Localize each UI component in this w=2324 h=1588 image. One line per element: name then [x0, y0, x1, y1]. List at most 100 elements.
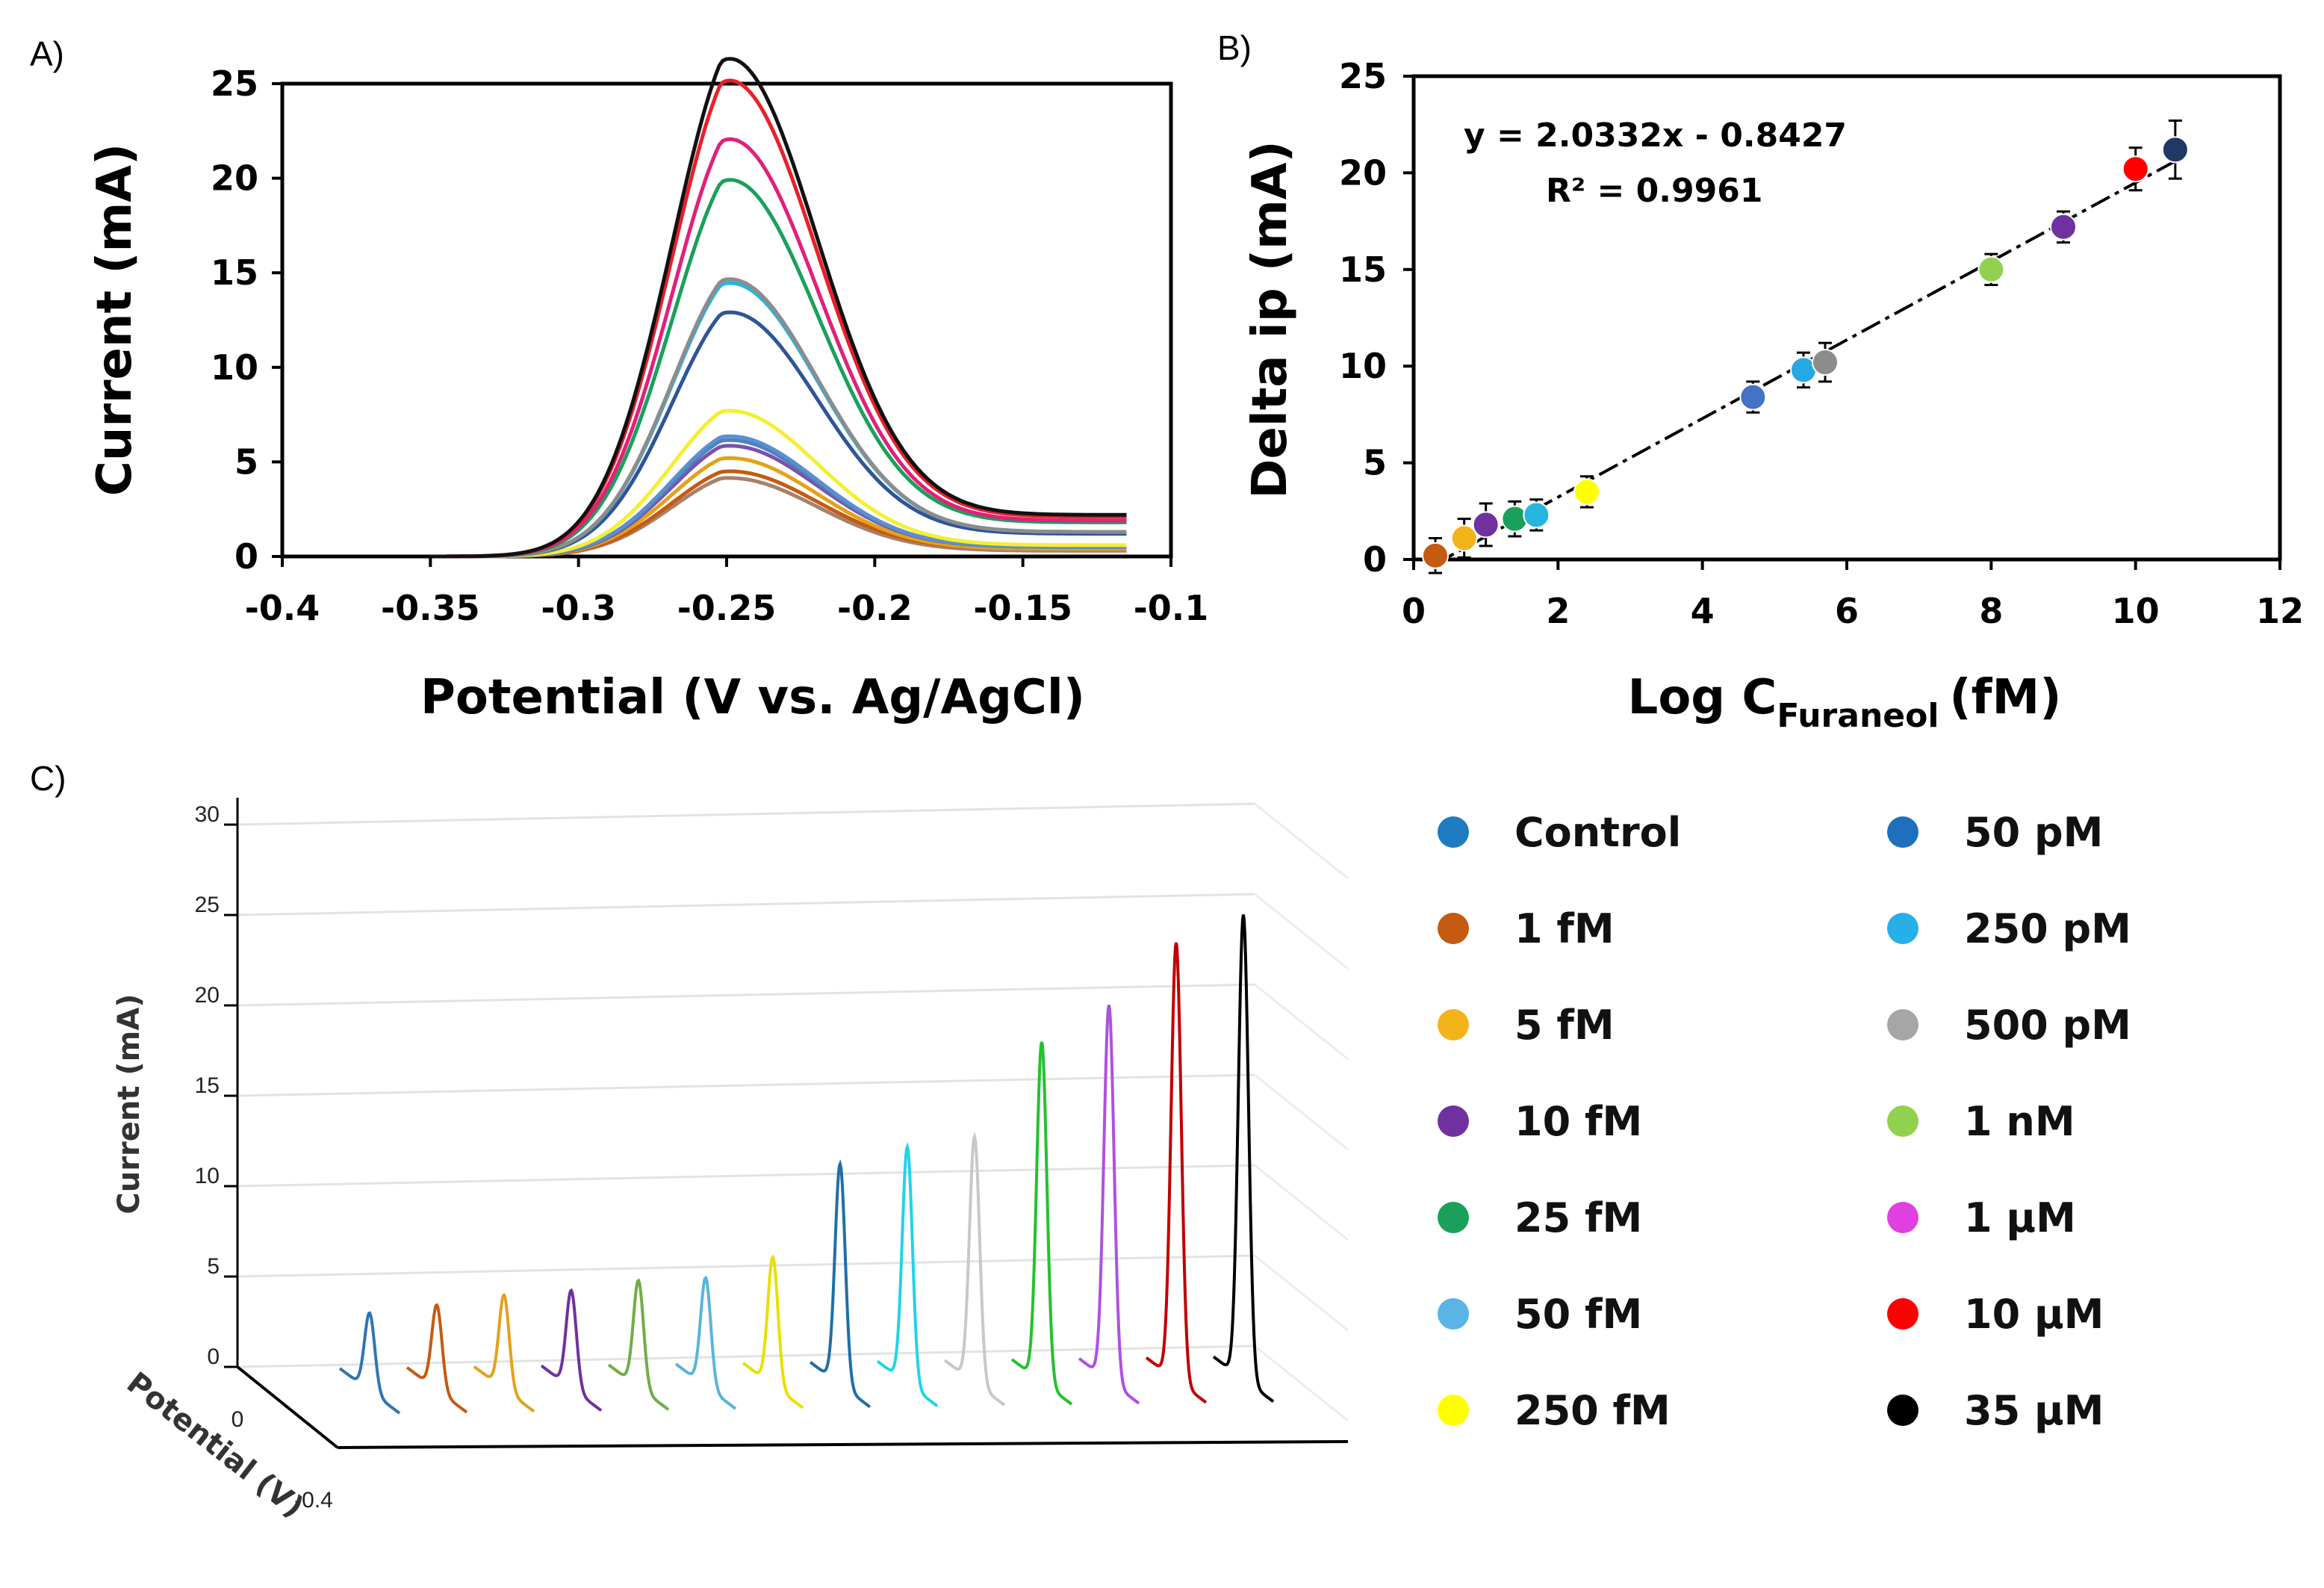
chart-c: 0 5 10 15 20 25 30 0 -0.4 Current (mA) Potenti… — [112, 798, 1349, 1525]
chart-c-series-25-fM — [607, 1278, 670, 1411]
chart-a: -0.4 -0.35 -0.3 -0.25 -0.2 -0.15 -0.1 0 5 10 15 20… — [87, 57, 1208, 725]
chart-b: 0 2 4 6 8 10 12 0 5 10 15 20 25 y = 2.0332x - 0.842… — [1243, 56, 2304, 735]
chart-c-gridline — [237, 1344, 1255, 1368]
legend-label: 1 fM — [1514, 905, 1615, 952]
chart-b-point-10 — [2050, 213, 2077, 241]
legend-label: 10 fM — [1514, 1098, 1642, 1145]
chart-b-point-1 — [1450, 524, 1478, 552]
legend-label: 250 fM — [1514, 1387, 1671, 1434]
chart-c-gridline-side — [1254, 802, 1349, 880]
chart-b-point-8 — [1812, 349, 1839, 376]
chart-a-frame — [280, 81, 1173, 559]
chart-c-series-10-fM — [540, 1288, 603, 1412]
legend: Control 1 fM 5 fM 10 fM 25 fM 50 fM 250 fM 50 p… — [1438, 809, 2131, 1434]
chart-a-xtick-label: -0.2 — [837, 588, 913, 628]
chart-c-series-1-fM — [406, 1303, 468, 1414]
chart-a-xtick-label: -0.15 — [973, 588, 1072, 628]
legend-label: 5 fM — [1514, 1002, 1615, 1049]
chart-b-point-9 — [1977, 255, 2005, 283]
legend-marker — [1438, 1395, 1469, 1426]
legend-label: 1 nM — [1964, 1098, 2075, 1145]
chart-b-point-2 — [1472, 511, 1500, 539]
legend-marker — [1438, 816, 1469, 848]
chart-a-series-10-fM — [430, 444, 1127, 559]
chart-b-point-5 — [1573, 478, 1600, 506]
chart-b-ytick-label: 10 — [1339, 346, 1387, 386]
chart-a-series-50-fM — [430, 434, 1127, 559]
chart-a-xlabel: Potential (V vs. Ag/AgCl) — [420, 670, 1085, 725]
chart-b-xtick-label: 4 — [1691, 591, 1715, 631]
chart-c-gridline — [237, 802, 1255, 826]
legend-marker — [1887, 1009, 1918, 1040]
chart-a-series-250-fM — [430, 409, 1127, 559]
chart-b-point-6 — [1739, 383, 1767, 411]
chart-b-xtick-label: 6 — [1835, 591, 1859, 631]
chart-b-xtick-label: 8 — [1979, 591, 2003, 631]
legend-label: Control — [1514, 809, 1681, 856]
chart-a-ylabel: Current (mA) — [87, 143, 143, 496]
chart-c-gridline — [237, 1254, 1255, 1278]
legend-marker — [1438, 1298, 1469, 1330]
chart-c-gridline — [237, 1164, 1255, 1188]
chart-a-series-25-fM — [430, 438, 1127, 559]
chart-b-xtick-label: 2 — [1546, 591, 1570, 631]
chart-c-gridline — [237, 1073, 1255, 1097]
chart-b-ytick-label: 15 — [1339, 249, 1387, 290]
chart-c-series-5-fM — [473, 1292, 535, 1413]
chart-a-ytick-label: 20 — [211, 158, 258, 199]
chart-b-point-0 — [1422, 542, 1449, 569]
chart-b-r-squared: R² = 0.9961 — [1546, 172, 1762, 210]
chart-a-series-35-µM — [430, 57, 1127, 559]
legend-marker — [1887, 1395, 1918, 1426]
chart-a-ytick-label: 15 — [211, 252, 258, 293]
chart-c-ztick-label: 20 — [195, 983, 220, 1008]
chart-c-ztick-label: 25 — [195, 893, 220, 917]
chart-c-series-35-µM — [1212, 914, 1275, 1403]
legend-marker — [1887, 1105, 1918, 1137]
legend-label: 35 µM — [1964, 1387, 2104, 1434]
chart-c-gridline-side — [1254, 983, 1349, 1061]
chart-c-ylabel: Current (mA) — [112, 993, 146, 1214]
chart-c-series-1-µM — [1078, 1004, 1140, 1405]
chart-c-gridline-side — [1254, 893, 1349, 970]
chart-a-series-5-fM — [430, 456, 1127, 559]
chart-a-series-1-µM — [430, 137, 1127, 559]
legend-marker — [1887, 913, 1918, 944]
legend-marker — [1438, 913, 1469, 944]
chart-b-equation: y = 2.0332x - 0.8427 — [1464, 117, 1847, 155]
legend-marker — [1438, 1105, 1469, 1137]
chart-c-potential-tick-1: -0.4 — [294, 1488, 333, 1513]
legend-label: 50 fM — [1514, 1291, 1642, 1338]
chart-c-series-1-nM — [1010, 1041, 1073, 1406]
chart-c-gridline — [237, 893, 1255, 916]
legend-label: 10 µM — [1964, 1291, 2104, 1338]
chart-c-xlabel: Potential (V) — [120, 1365, 310, 1525]
legend-label: 1 µM — [1964, 1194, 2076, 1241]
chart-c-series-10-µM — [1145, 942, 1208, 1404]
chart-c-gridline-side — [1254, 1254, 1349, 1332]
legend-marker — [1887, 1298, 1918, 1330]
chart-b-point-11 — [2122, 155, 2149, 183]
chart-b-xlabel-main: Log C — [1628, 670, 1777, 725]
chart-c-series-50-fM — [674, 1275, 737, 1410]
chart-b-ytick-label: 0 — [1363, 539, 1387, 580]
chart-c-ztick-label: 0 — [207, 1344, 220, 1369]
chart-c-ztick-label: 30 — [195, 802, 220, 827]
legend-marker — [1887, 1202, 1918, 1233]
chart-a-ytick-label: 5 — [234, 441, 258, 482]
chart-b-ylabel: Delta ip (mA) — [1243, 140, 1298, 498]
chart-b-ytick-label: 5 — [1363, 443, 1387, 483]
chart-b-xlabel-sub: Furaneol — [1777, 697, 1939, 735]
chart-c-depth-axis — [236, 1365, 339, 1449]
legend-marker — [1438, 1009, 1469, 1040]
chart-a-series-500-pM — [430, 277, 1127, 559]
chart-c-front-axis — [337, 1440, 1349, 1449]
chart-a-ytick-label: 0 — [234, 536, 258, 577]
panel-label-c: C) — [30, 759, 66, 798]
panel-label-a: A) — [30, 34, 64, 73]
chart-c-series-Control — [338, 1311, 401, 1415]
chart-a-xtick-label: -0.3 — [541, 588, 616, 628]
chart-b-ytick-label: 20 — [1339, 152, 1387, 193]
legend-label: 250 pM — [1964, 905, 2131, 952]
chart-b-xlabel: Log CFuraneol (fM) — [1628, 670, 2062, 735]
